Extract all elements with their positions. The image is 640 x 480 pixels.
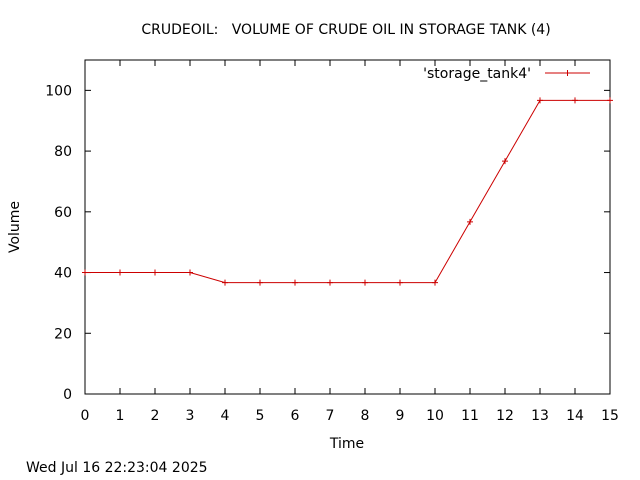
y-tick-label: 40	[54, 266, 72, 282]
data-point	[502, 158, 508, 165]
series-line	[85, 99, 610, 284]
x-tick-label: 13	[531, 408, 549, 424]
x-axis: 0 1 2 3 4 5 6 7 8 9 10 11 12 13 14 15	[81, 60, 619, 424]
data-point	[257, 279, 263, 286]
x-tick-label: 2	[151, 408, 160, 424]
x-tick-label: 8	[361, 408, 370, 424]
x-axis-label: Time	[329, 436, 364, 452]
y-tick-label: 80	[54, 144, 72, 160]
x-tick-label: 11	[461, 408, 479, 424]
data-point	[537, 97, 543, 104]
x-tick-label: 14	[566, 408, 584, 424]
x-tick-label: 15	[601, 408, 619, 424]
data-point	[467, 218, 473, 225]
timestamp: Wed Jul 16 22:23:04 2025	[26, 460, 208, 476]
x-tick-label: 12	[496, 408, 514, 424]
data-point	[292, 279, 298, 286]
data-point	[222, 279, 228, 286]
plot-frame	[84, 59, 611, 395]
x-tick-label: 9	[396, 408, 405, 424]
y-axis: 0 20 40 60 80 100	[45, 83, 610, 403]
data-point	[152, 269, 158, 276]
x-tick-label: 10	[426, 408, 444, 424]
data-point	[572, 97, 578, 104]
y-tick-label: 20	[54, 326, 72, 342]
data-point	[362, 279, 368, 286]
y-tick-label: 60	[54, 205, 72, 221]
x-tick-label: 3	[186, 408, 195, 424]
legend-swatch-marker	[564, 70, 571, 76]
y-tick-label: 0	[63, 387, 72, 403]
legend: 'storage_tank4'	[423, 66, 590, 82]
data-point	[607, 97, 613, 104]
series-layer	[82, 97, 613, 286]
x-tick-label: 7	[326, 408, 335, 424]
chart-title: CRUDEOIL: VOLUME OF CRUDE OIL IN STORAGE…	[141, 22, 550, 38]
x-tick-label: 6	[291, 408, 300, 424]
data-point	[187, 269, 193, 276]
x-tick-label: 5	[256, 408, 265, 424]
data-point	[432, 279, 438, 286]
data-point	[117, 269, 123, 276]
data-point	[327, 279, 333, 286]
x-tick-label: 1	[116, 408, 125, 424]
data-point	[397, 279, 403, 286]
y-tick-label: 100	[45, 83, 72, 99]
x-tick-label: 0	[81, 408, 90, 424]
legend-label: 'storage_tank4'	[423, 66, 531, 82]
x-tick-label: 4	[221, 408, 230, 424]
y-axis-label: Volume	[7, 201, 23, 253]
data-point	[82, 269, 88, 276]
